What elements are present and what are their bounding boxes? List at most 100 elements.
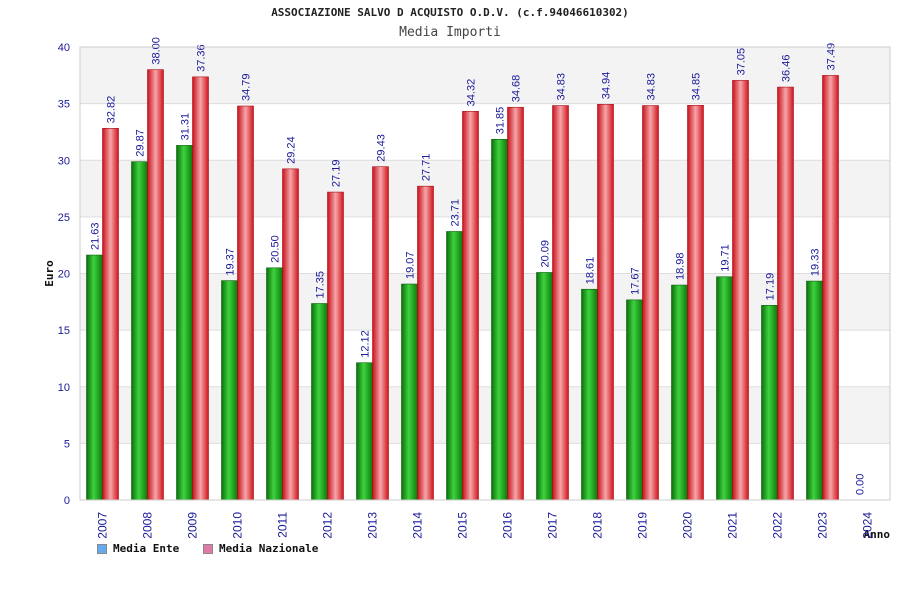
bar-media-nazionale [642,105,659,501]
legend-label: Media Ente [113,542,180,555]
data-label: 31.85 [495,107,507,135]
bar-media-nazionale [282,168,299,501]
data-label: 34.32 [466,79,478,107]
data-label: 32.82 [106,96,118,124]
y-tick-label: 5 [64,438,70,450]
data-labels: 21.63 32.82 29.87 38.00 31.31 37.36 19.37 34.79… [90,37,867,495]
bar-media-nazionale [192,76,209,501]
bar-media-nazionale [102,128,119,501]
page-title: ASSOCIAZIONE SALVO D ACQUISTO O.D.V. (c.… [271,6,629,19]
data-label: 37.05 [736,48,748,76]
x-tick-label: 2009 [186,512,200,539]
bar-media-ente [491,138,508,501]
bar-media-nazionale [732,80,749,501]
x-tick-label: 2008 [141,512,155,539]
data-label: 38.00 [151,37,163,65]
bar-media-nazionale [417,185,434,501]
x-tick-label: 2014 [411,512,425,539]
bar-media-nazionale [147,69,164,501]
data-label: 34.79 [241,73,253,101]
x-tick-label: 2018 [591,512,605,539]
grid-band [80,216,890,274]
bars [86,69,839,501]
data-label: 34.83 [556,73,568,101]
x-tick-label: 2024 [861,512,875,539]
bar-media-ente [266,267,283,501]
x-tick-label: 2022 [771,512,785,539]
bar-media-ente [131,161,148,501]
data-label: 20.09 [540,240,552,268]
grid-band [80,330,890,387]
data-label: 34.94 [601,72,613,100]
grid-bands [80,46,890,501]
data-label: 0.00 [855,474,867,495]
x-tick-label: 2019 [636,512,650,539]
x-tick-label: 2013 [366,512,380,539]
axes: 0 5 10 15 20 25 30 35 40 Euro Anno 2007 2008 2009 2010… [43,42,891,541]
data-label: 17.19 [765,273,777,301]
data-label: 19.71 [720,244,732,272]
data-label: 36.46 [781,55,793,83]
legend-swatch-icon [203,543,213,554]
x-tick-label: 2015 [456,512,470,539]
y-tick-label: 20 [58,269,70,281]
bar-media-nazionale [552,105,569,501]
data-label: 20.50 [270,235,282,263]
y-tick-label: 0 [64,495,70,507]
bar-media-ente [536,272,553,501]
bar-media-ente [176,145,193,501]
bar-media-ente [671,284,688,501]
x-tick-label: 2007 [96,512,110,539]
plot-frame [79,46,891,501]
bar-media-ente [581,288,598,501]
bar-media-ente [716,276,733,501]
data-label: 29.24 [286,136,298,164]
data-label: 19.33 [810,249,822,277]
data-label: 18.61 [585,257,597,285]
grid-band [80,386,890,444]
grid-band [80,273,890,331]
legend-item-media-ente: Media Ente [97,542,179,555]
grid-band [80,160,890,217]
chart-title: Media Importi [399,25,501,40]
data-label: 18.98 [675,253,687,281]
data-label: 21.63 [90,223,102,251]
grid-band [80,443,890,500]
data-label: 19.07 [405,252,417,280]
bar-media-ente [446,231,463,501]
data-label: 29.87 [135,129,147,157]
bar-media-nazionale [327,191,344,501]
data-label: 17.35 [315,271,327,299]
bar-media-ente [806,280,823,501]
bar-media-ente [311,303,328,501]
data-label: 37.49 [826,43,838,71]
bar-media-ente [401,283,418,501]
data-label: 12.12 [360,330,372,358]
grid-band [80,103,890,161]
legend-swatch-icon [97,543,107,554]
bar-media-nazionale [777,86,794,501]
bar-media-ente [221,280,238,501]
x-tick-label: 2011 [276,512,290,538]
x-tick-label: 2020 [681,512,695,539]
bar-media-ente [626,299,643,501]
legend-item-media-nazionale: Media Nazionale [203,542,318,555]
bar-media-nazionale [237,105,254,501]
data-label: 37.36 [196,44,208,72]
bar-media-ente [761,305,778,501]
data-label: 34.68 [511,75,523,103]
bar-media-nazionale [597,104,614,501]
data-label: 23.71 [450,199,462,227]
data-label: 34.85 [691,73,703,101]
data-label: 34.83 [646,73,658,101]
bar-media-nazionale [507,106,524,501]
x-tick-label: 2016 [501,512,515,539]
bar-media-nazionale [372,166,389,501]
y-tick-label: 15 [58,325,70,337]
bar-media-ente [356,362,373,501]
legend-label: Media Nazionale [219,542,319,555]
bar-media-nazionale [822,75,839,501]
y-axis-label: Euro [43,260,56,287]
y-tick-label: 35 [58,99,70,111]
